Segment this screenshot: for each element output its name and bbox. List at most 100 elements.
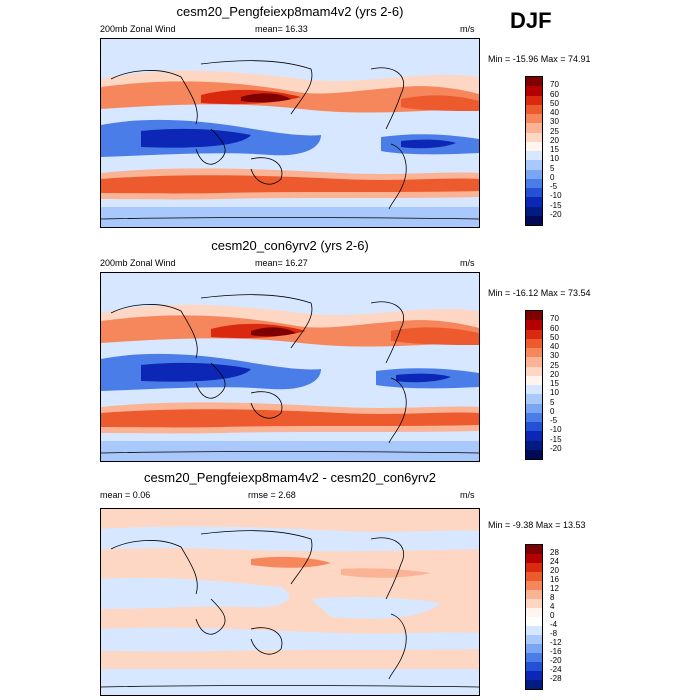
colorbar-swatch [526, 385, 542, 395]
colorbar-tick-label: 25 [550, 360, 559, 370]
colorbar-tick-label: 12 [550, 584, 559, 593]
colorbar-tick-label: 30 [550, 351, 559, 361]
colorbar-tick-label: -24 [550, 665, 562, 674]
colorbar-swatch [526, 617, 542, 626]
colorbar-swatch [526, 440, 542, 450]
panel2-title: cesm20_con6yrv2 (yrs 2-6) [211, 238, 369, 253]
colorbar-swatch [526, 394, 542, 404]
colorbar-swatch [526, 375, 542, 385]
colorbar-tick-label: 15 [550, 145, 559, 154]
colorbar-swatch [526, 95, 542, 105]
colorbar-tick-label: -28 [550, 674, 562, 683]
colorbar-swatch [526, 197, 542, 207]
colorbar-tick-label: 0 [550, 172, 555, 182]
colorbar-swatch [526, 412, 542, 422]
colorbar-tick-label: -5 [550, 182, 558, 191]
colorbar-tick-label: 10 [550, 154, 559, 164]
colorbar-tick-label: -4 [550, 620, 558, 629]
panel1-mean-label: mean= 16.33 [255, 24, 308, 34]
colorbar-tick-label: 20 [550, 369, 559, 379]
colorbar-tick-label: -20 [550, 656, 562, 665]
colorbar-tick-label: -15 [550, 434, 562, 444]
colorbar-tick-label: 4 [550, 602, 555, 611]
colorbar-tick-label: -20 [550, 209, 562, 219]
colorbar-tick-label: 20 [550, 135, 559, 145]
colorbar-swatch [526, 311, 542, 321]
colorbar-swatch [526, 132, 542, 142]
colorbar-swatch [526, 366, 542, 376]
panel1-title: cesm20_Pengfeiexp8mam4v2 (yrs 2-6) [176, 4, 404, 19]
colorbar-swatch [526, 338, 542, 348]
colorbar-tick-label: 24 [550, 557, 559, 566]
colorbar-tick-label: 0 [550, 406, 555, 416]
colorbar-swatch [526, 188, 542, 198]
colorbar-swatch [526, 449, 542, 459]
colorbar-swatch [526, 653, 542, 662]
colorbar-swatch [526, 422, 542, 432]
panel3-mean-label: mean = 0.06 [100, 490, 151, 500]
colorbar-tick-label: 60 [550, 323, 559, 333]
colorbar-swatch [526, 151, 542, 161]
colorbar-swatch [526, 608, 542, 617]
colorbar-swatch [526, 431, 542, 441]
panel2-colorbar [525, 310, 543, 460]
panel3-title: cesm20_Pengfeiexp8mam4v2 - cesm20_con6yr… [144, 470, 436, 485]
colorbar-tick-label: -15 [550, 200, 562, 210]
colorbar-tick-label: -5 [550, 416, 558, 425]
colorbar-tick-label: 5 [550, 163, 555, 173]
colorbar-swatch [526, 581, 542, 590]
colorbar-tick-label: 40 [550, 342, 559, 351]
colorbar-swatch [526, 671, 542, 680]
colorbar-tick-label: 40 [550, 108, 559, 117]
colorbar-swatch [526, 178, 542, 188]
panel2-minmax: Min = -16.12 Max = 73.54 [488, 288, 591, 298]
colorbar-tick-label: 10 [550, 388, 559, 398]
colorbar-tick-label: 70 [550, 80, 559, 90]
colorbar-tick-label: 20 [550, 566, 559, 575]
colorbar-swatch [526, 590, 542, 599]
season-label: DJF [510, 8, 552, 33]
colorbar-swatch [526, 403, 542, 413]
panel3-rmse-label: rmse = 2.68 [248, 490, 296, 500]
panel2-units-label: m/s [460, 258, 475, 268]
colorbar-tick-label: 16 [550, 575, 559, 584]
colorbar-tick-label: -10 [550, 425, 562, 435]
colorbar-swatch [526, 563, 542, 572]
colorbar-tick-label: 25 [550, 126, 559, 136]
panel3-colorbar [525, 544, 543, 690]
colorbar-swatch [526, 215, 542, 225]
colorbar-swatch [526, 104, 542, 114]
colorbar-swatch [526, 123, 542, 133]
colorbar-tick-label: -10 [550, 191, 562, 201]
colorbar-swatch [526, 626, 542, 635]
colorbar-swatch [526, 662, 542, 671]
colorbar-tick-label: -12 [550, 638, 562, 647]
colorbar-swatch [526, 599, 542, 608]
panel2-map [100, 272, 480, 462]
panel1-minmax: Min = -15.96 Max = 74.91 [488, 54, 591, 64]
colorbar-swatch [526, 169, 542, 179]
colorbar-swatch [526, 86, 542, 96]
panel2-left-label: 200mb Zonal Wind [100, 258, 176, 268]
colorbar-tick-label: 60 [550, 89, 559, 99]
colorbar-tick-label: 8 [550, 593, 555, 602]
colorbar-tick-label: 70 [550, 314, 559, 324]
panel1-units-label: m/s [460, 24, 475, 34]
colorbar-tick-label: 50 [550, 98, 559, 108]
colorbar-swatch [526, 141, 542, 151]
colorbar-swatch [526, 572, 542, 581]
colorbar-swatch [526, 329, 542, 339]
colorbar-swatch [526, 680, 542, 689]
panel1-left-label: 200mb Zonal Wind [100, 24, 176, 34]
colorbar-tick-label: 30 [550, 117, 559, 127]
colorbar-swatch [526, 160, 542, 170]
colorbar-tick-label: -16 [550, 647, 562, 656]
colorbar-tick-label: 28 [550, 548, 559, 557]
colorbar-tick-label: -8 [550, 629, 558, 638]
colorbar-swatch [526, 114, 542, 124]
colorbar-swatch [526, 357, 542, 367]
colorbar-swatch [526, 644, 542, 653]
colorbar-tick-label: 50 [550, 332, 559, 342]
colorbar-swatch [526, 635, 542, 644]
panel2-mean-label: mean= 16.27 [255, 258, 308, 268]
